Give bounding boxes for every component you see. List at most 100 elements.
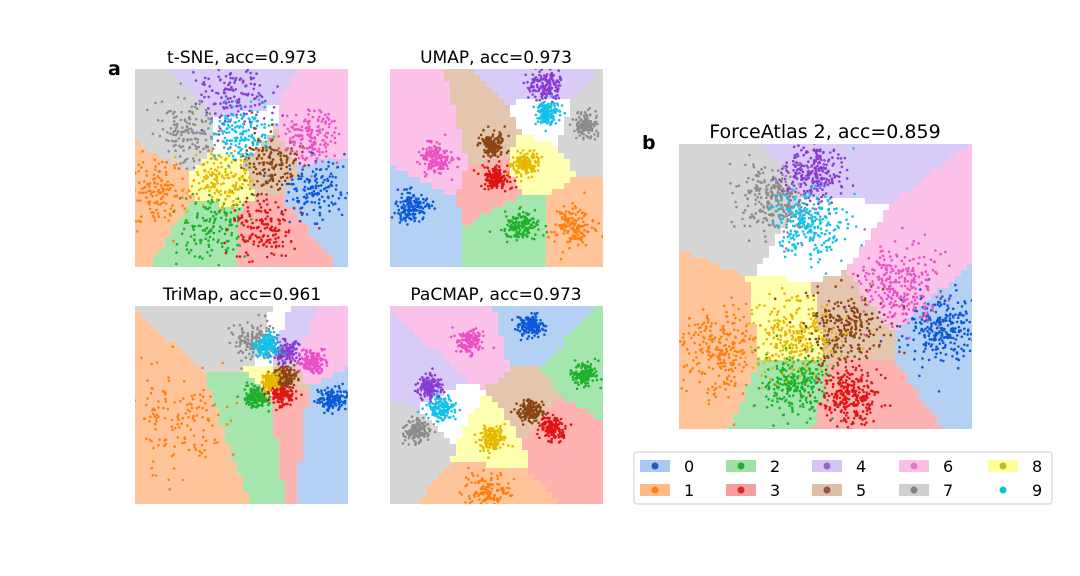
tsne-point bbox=[218, 78, 222, 82]
umap-point bbox=[483, 143, 487, 146]
tsne-point bbox=[188, 118, 192, 121]
tsne-point bbox=[192, 179, 196, 182]
trimap-point bbox=[341, 382, 345, 386]
tsne-point bbox=[167, 139, 170, 143]
trimap-point bbox=[286, 389, 289, 393]
umap-point bbox=[418, 162, 422, 166]
trimap-point bbox=[150, 362, 153, 366]
tsne-point bbox=[165, 188, 168, 191]
umap-point bbox=[542, 115, 546, 119]
trimap-point bbox=[289, 368, 293, 371]
tsne-point bbox=[195, 107, 199, 110]
trimap-point bbox=[278, 351, 282, 355]
tsne-point bbox=[220, 183, 223, 186]
pacmap-point bbox=[484, 506, 487, 509]
tsne-point bbox=[185, 191, 188, 195]
umap-point bbox=[523, 168, 527, 171]
trimap-point bbox=[177, 413, 180, 417]
pacmap-point bbox=[573, 381, 577, 384]
pacmap-point bbox=[518, 323, 522, 326]
tsne-point bbox=[290, 182, 293, 186]
tsne-point bbox=[172, 164, 176, 167]
tsne-point bbox=[211, 147, 215, 150]
tsne-point bbox=[262, 117, 266, 120]
umap-point bbox=[580, 231, 584, 235]
trimap-point bbox=[313, 400, 316, 403]
tsne-point bbox=[280, 254, 284, 257]
umap-point bbox=[564, 210, 568, 213]
trimap-point bbox=[283, 353, 286, 356]
umap-point bbox=[440, 160, 444, 163]
tsne-point bbox=[220, 129, 223, 133]
tsne-point bbox=[183, 221, 187, 224]
tsne-point bbox=[222, 130, 226, 133]
trimap-point bbox=[317, 361, 320, 365]
tsne-point bbox=[217, 172, 221, 176]
tsne-point bbox=[310, 136, 314, 140]
trimap-point bbox=[195, 414, 199, 417]
trimap-point bbox=[247, 403, 251, 407]
tsne-point bbox=[241, 238, 245, 241]
umap-point bbox=[566, 229, 570, 233]
tsne-point bbox=[281, 213, 285, 216]
umap-point bbox=[429, 167, 433, 170]
tsne-point bbox=[170, 139, 174, 143]
umap-point bbox=[547, 87, 550, 90]
pacmap-point bbox=[479, 502, 483, 504]
umap-point bbox=[513, 169, 517, 172]
pacmap-point bbox=[534, 321, 538, 324]
pacmap-point bbox=[467, 494, 471, 498]
pacmap-point bbox=[523, 329, 526, 333]
trimap-point bbox=[201, 406, 205, 410]
tsne-point bbox=[174, 155, 177, 159]
tsne-cluster-5 bbox=[228, 123, 307, 203]
tsne-point bbox=[249, 100, 253, 103]
trimap-point bbox=[298, 369, 302, 372]
umap-point bbox=[427, 167, 430, 171]
umap-point bbox=[589, 123, 593, 127]
umap-point bbox=[534, 89, 537, 93]
pacmap-point bbox=[589, 362, 593, 366]
umap-point bbox=[486, 166, 490, 170]
umap-point bbox=[585, 230, 589, 233]
tsne-point bbox=[270, 163, 273, 166]
trimap-point bbox=[266, 334, 270, 338]
umap-point bbox=[551, 80, 555, 83]
umap-point bbox=[577, 234, 580, 237]
umap-point bbox=[558, 118, 561, 122]
tsne-point bbox=[253, 97, 256, 101]
tsne-point bbox=[166, 131, 169, 134]
trimap-point bbox=[264, 398, 268, 402]
tsne-point bbox=[314, 140, 317, 144]
umap-point bbox=[543, 74, 546, 77]
tsne-point bbox=[284, 230, 288, 234]
trimap-point bbox=[289, 403, 292, 407]
tsne-point bbox=[206, 161, 209, 164]
umap-point bbox=[425, 197, 429, 200]
tsne-point bbox=[237, 145, 240, 149]
pacmap-point bbox=[516, 328, 519, 332]
trimap-point bbox=[231, 453, 235, 456]
umap-point bbox=[537, 159, 540, 162]
umap-point bbox=[551, 116, 555, 120]
umap-point bbox=[521, 224, 524, 227]
tsne-point bbox=[274, 201, 278, 204]
umap-point bbox=[490, 186, 494, 190]
umap-point bbox=[519, 173, 523, 176]
trimap-point bbox=[342, 400, 346, 404]
umap-point bbox=[499, 153, 503, 156]
tsne-point bbox=[266, 211, 269, 214]
tsne-point bbox=[299, 177, 303, 181]
tsne-point bbox=[246, 69, 249, 72]
tsne-point bbox=[247, 138, 250, 142]
umap-point bbox=[546, 119, 549, 122]
tsne-point bbox=[183, 207, 186, 210]
umap-point bbox=[500, 186, 504, 190]
tsne-point bbox=[328, 210, 331, 213]
tsne-point bbox=[156, 182, 159, 186]
tsne-point bbox=[241, 126, 245, 129]
umap-point bbox=[511, 227, 514, 231]
umap-point bbox=[544, 76, 547, 80]
umap-point bbox=[418, 206, 421, 210]
